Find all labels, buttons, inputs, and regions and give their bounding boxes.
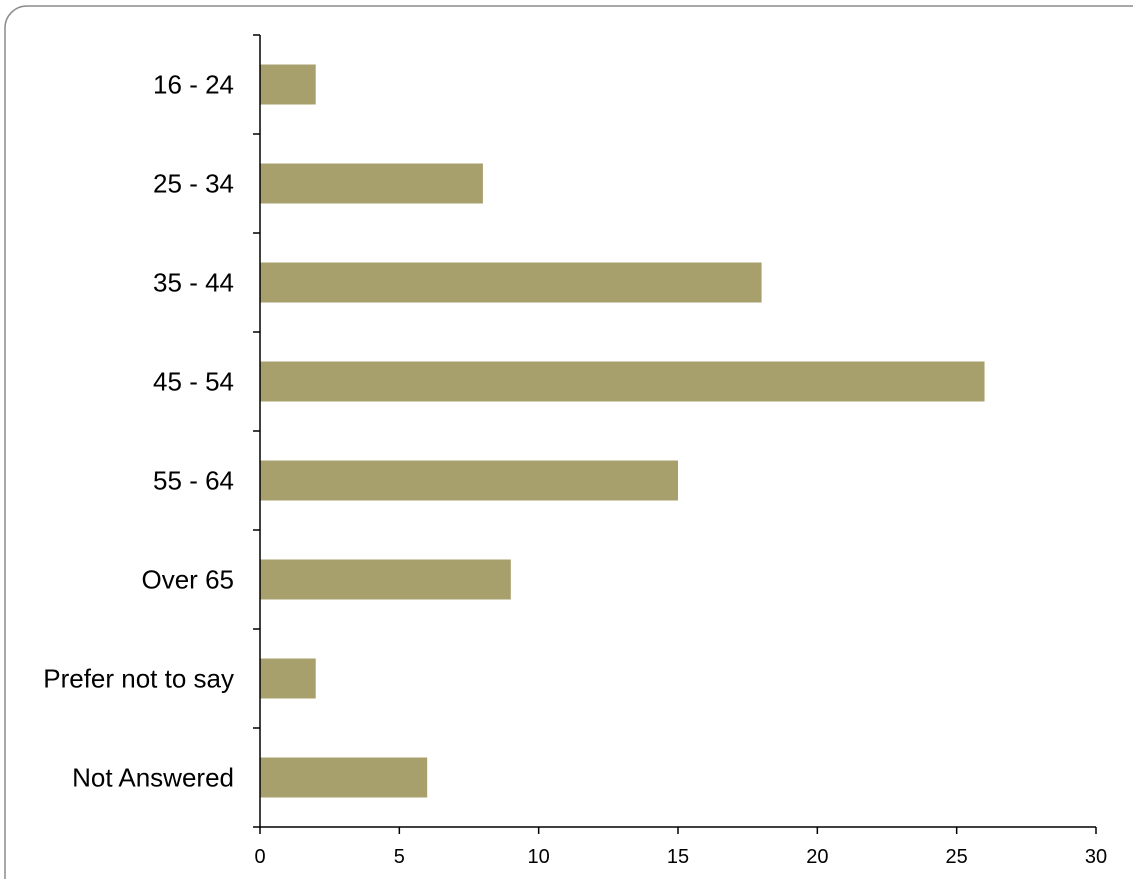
- bar-3: [260, 361, 985, 402]
- x-tick-label-5: 25: [946, 846, 968, 868]
- x-tick-label-2: 10: [528, 846, 550, 868]
- bar-2: [260, 262, 762, 303]
- chart-border: [4, 5, 1133, 879]
- category-label-4: 55 - 64: [153, 466, 234, 496]
- x-tick-label-6: 30: [1085, 846, 1107, 868]
- bar-1: [260, 163, 483, 204]
- bar-7: [260, 757, 428, 798]
- category-labels-layer: 16 - 24 25 - 34 35 - 44 45 - 54 55 - 64 Over …: [43, 70, 234, 793]
- category-label-3: 45 - 54: [153, 367, 234, 397]
- x-tick-label-4: 20: [806, 846, 828, 868]
- x-tick-label-0: 0: [254, 846, 265, 868]
- category-label-0: 16 - 24: [153, 70, 234, 100]
- tick-labels-layer: 0 5 10 15 20 25 30: [254, 846, 1107, 868]
- x-tick-label-1: 5: [394, 846, 405, 868]
- bar-0: [260, 64, 316, 105]
- axes-layer: [253, 34, 1097, 834]
- bar-5: [260, 559, 511, 600]
- bar-6: [260, 658, 316, 699]
- bar-4: [260, 460, 678, 501]
- category-label-1: 25 - 34: [153, 169, 234, 199]
- category-label-7: Not Answered: [72, 763, 234, 793]
- category-label-2: 35 - 44: [153, 268, 234, 298]
- category-label-6: Prefer not to say: [43, 664, 234, 694]
- x-tick-label-3: 15: [667, 846, 689, 868]
- bars-layer: [260, 64, 985, 798]
- category-label-5: Over 65: [142, 565, 235, 595]
